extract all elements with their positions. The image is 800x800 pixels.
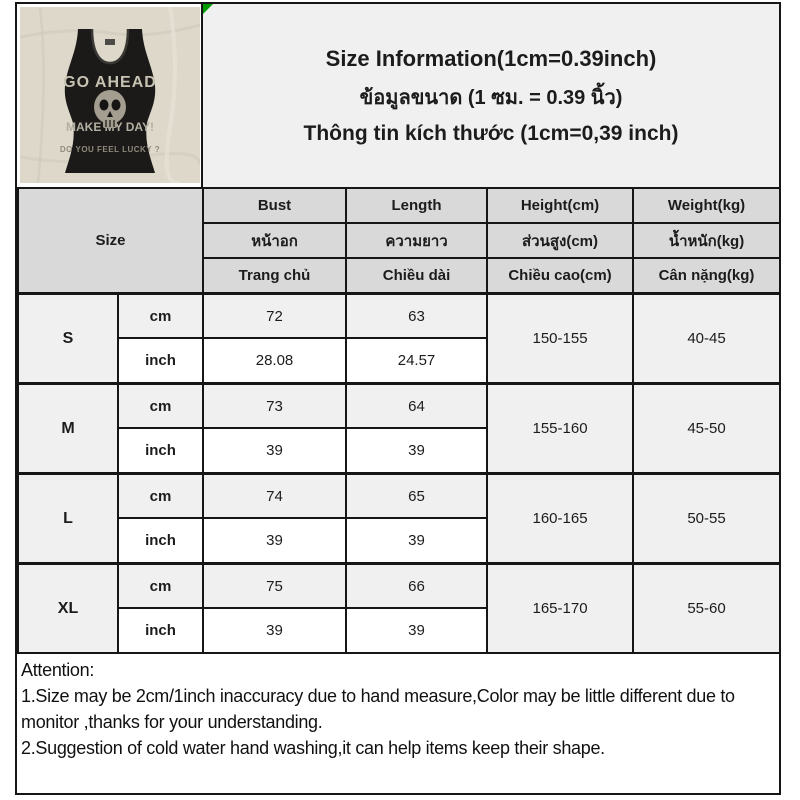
attention-section: Attention: 1.Size may be 2cm/1inch inacc… — [17, 654, 779, 761]
row-s-inch: inch 28.08 24.57 — [18, 337, 780, 385]
size-chart-frame: GO AHEAD MAKE MY DAY! DO YOU FEEL LUCKY … — [15, 2, 782, 795]
row-m-inch: inch 39 39 — [18, 427, 780, 475]
unit-inch: inch — [116, 517, 205, 565]
header-row-english: Size Bust Length Height(cm) Weight(kg) — [16, 187, 782, 295]
unit-cm: cm — [116, 292, 205, 339]
l-length-inch: 39 — [345, 517, 489, 565]
unit-cm: cm — [116, 472, 205, 519]
title-english: Size Information(1cm=0.39inch) — [325, 45, 657, 71]
title-cell: Size Information(1cm=0.39inch) ข้อมูลขนา… — [203, 4, 779, 187]
xl-weight-range: 55-60 — [632, 562, 782, 654]
m-height-range: 155-160 — [486, 382, 635, 475]
size-table: Size Bust Length Height(cm) Weight(kg) ห… — [16, 187, 782, 654]
xl-bust-inch: 39 — [202, 607, 348, 654]
s-height-range: 150-155 — [486, 292, 635, 385]
l-length-cm: 65 — [345, 472, 489, 519]
col-header-height-vi: Chiều cao(cm) — [486, 257, 635, 295]
row-l-cm: L cm 74 65 160-165 50-55 — [17, 472, 782, 565]
header-row-thai: หน้าอก ความยาว ส่วนสูง(cm) น้ำหนัก(kg) — [18, 222, 782, 259]
unit-cm: cm — [116, 382, 205, 429]
product-photo-cell: GO AHEAD MAKE MY DAY! DO YOU FEEL LUCKY … — [17, 4, 203, 187]
row-xl-cm: XL cm 75 66 165-170 55-60 — [17, 562, 782, 654]
col-header-bust-th: หน้าอก — [202, 222, 348, 259]
col-header-weight-en: Weight(kg) — [632, 187, 782, 224]
m-bust-inch: 39 — [202, 427, 348, 475]
col-header-weight-vi: Cân nặng(kg) — [632, 257, 782, 295]
col-header-weight-th: น้ำหนัก(kg) — [632, 222, 782, 259]
col-header-height-th: ส่วนสูง(cm) — [486, 222, 635, 259]
l-bust-inch: 39 — [202, 517, 348, 565]
xl-length-inch: 39 — [345, 607, 489, 654]
attention-heading: Attention: — [21, 660, 95, 680]
col-header-length-vi: Chiều dài — [345, 257, 489, 295]
top-section: GO AHEAD MAKE MY DAY! DO YOU FEEL LUCKY … — [17, 4, 779, 187]
product-photo: GO AHEAD MAKE MY DAY! DO YOU FEEL LUCKY … — [20, 7, 200, 183]
m-length-cm: 64 — [345, 382, 489, 429]
title-vietnamese: Thông tin kích thước (1cm=0,39 inch) — [303, 121, 679, 145]
col-header-bust-en: Bust — [202, 187, 348, 224]
s-length-inch: 24.57 — [345, 337, 489, 385]
m-length-inch: 39 — [345, 427, 489, 475]
col-header-bust-vi: Trang chủ — [202, 257, 348, 295]
header-row-vietnamese: Trang chủ Chiều dài Chiều cao(cm) Cân nặ… — [18, 257, 782, 295]
unit-cm: cm — [116, 562, 205, 609]
attention-note-2: 2.Suggestion of cold water hand washing,… — [21, 738, 605, 758]
s-bust-cm: 72 — [202, 292, 348, 339]
l-height-range: 160-165 — [486, 472, 635, 565]
xl-bust-cm: 75 — [202, 562, 348, 609]
row-l-inch: inch 39 39 — [18, 517, 780, 565]
row-s-cm: S cm 72 63 150-155 40-45 — [17, 292, 782, 385]
shirt-text-top: GO AHEAD — [63, 74, 157, 91]
xl-length-cm: 66 — [345, 562, 489, 609]
s-bust-inch: 28.08 — [202, 337, 348, 385]
col-header-length-en: Length — [345, 187, 489, 224]
attention-note-1: 1.Size may be 2cm/1inch inaccuracy due t… — [21, 686, 735, 732]
col-header-height-en: Height(cm) — [486, 187, 635, 224]
title-thai: ข้อมูลขนาด (1 ซม. = 0.39 นิ้ว) — [359, 86, 623, 109]
size-label-s: S — [17, 292, 119, 385]
s-length-cm: 63 — [345, 292, 489, 339]
col-header-length-th: ความยาว — [345, 222, 489, 259]
m-weight-range: 45-50 — [632, 382, 782, 475]
skull-icon — [94, 90, 126, 128]
m-bust-cm: 73 — [202, 382, 348, 429]
green-corner-marker — [203, 4, 213, 14]
size-label-xl: XL — [17, 562, 119, 654]
size-column-header: Size — [16, 187, 205, 295]
row-xl-inch: inch 39 39 — [18, 607, 780, 654]
l-weight-range: 50-55 — [632, 472, 782, 565]
xl-height-range: 165-170 — [486, 562, 635, 654]
tank-top-graphic: GO AHEAD MAKE MY DAY! DO YOU FEEL LUCKY … — [60, 28, 160, 173]
unit-inch: inch — [116, 337, 205, 385]
s-weight-range: 40-45 — [632, 292, 782, 385]
row-m-cm: M cm 73 64 155-160 45-50 — [17, 382, 782, 475]
unit-inch: inch — [116, 607, 205, 654]
size-label-m: M — [17, 382, 119, 475]
l-bust-cm: 74 — [202, 472, 348, 519]
shirt-text-bottom: DO YOU FEEL LUCKY ? — [60, 145, 160, 154]
size-label-l: L — [17, 472, 119, 565]
unit-inch: inch — [116, 427, 205, 475]
